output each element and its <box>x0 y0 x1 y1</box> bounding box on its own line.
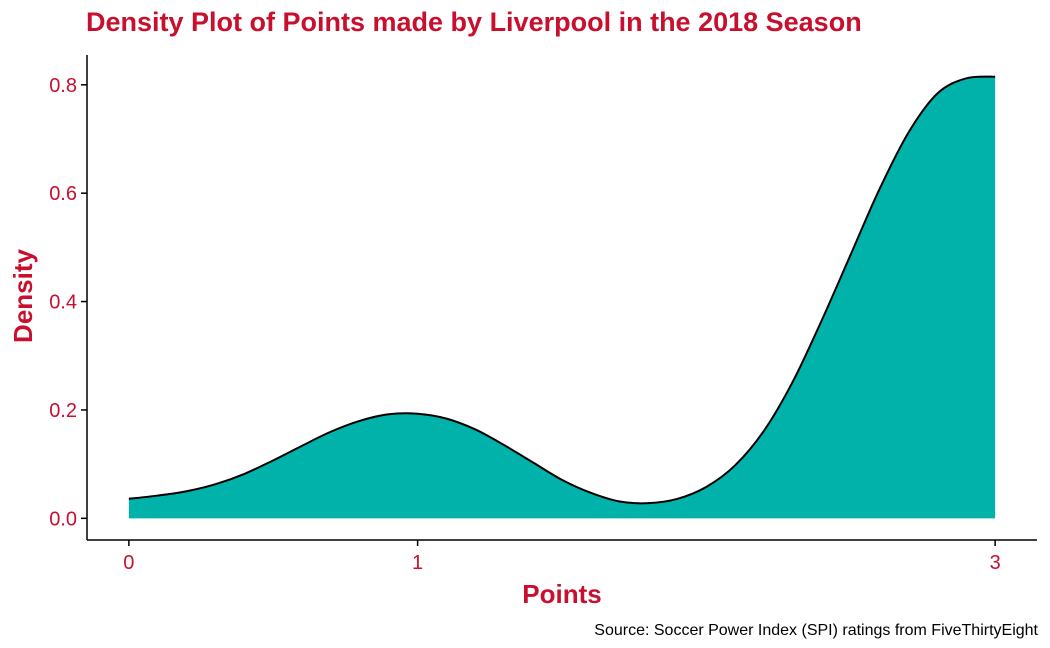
y-tick-label: 0.0 <box>49 508 77 530</box>
y-tick-label: 0.6 <box>49 183 77 205</box>
x-tick-label: 3 <box>990 552 1001 574</box>
chart-title: Density Plot of Points made by Liverpool… <box>86 7 862 37</box>
y-tick-label: 0.2 <box>49 400 77 422</box>
y-axis-title: Density <box>8 249 38 343</box>
density-curve <box>128 75 996 505</box>
x-tick-label: 1 <box>412 552 423 574</box>
x-tick-label: 0 <box>123 552 134 574</box>
y-tick-label: 0.4 <box>49 292 77 314</box>
y-tick-label: 0.8 <box>49 75 77 97</box>
plot-area <box>128 75 996 519</box>
y-axis-ticks: 0.0 0.2 0.4 0.6 0.8 <box>49 75 87 530</box>
density-area <box>128 76 996 519</box>
x-axis-title: Points <box>522 579 601 609</box>
x-axis-ticks: 0 1 3 <box>123 540 1001 574</box>
source-caption: Source: Soccer Power Index (SPI) ratings… <box>594 622 1038 639</box>
